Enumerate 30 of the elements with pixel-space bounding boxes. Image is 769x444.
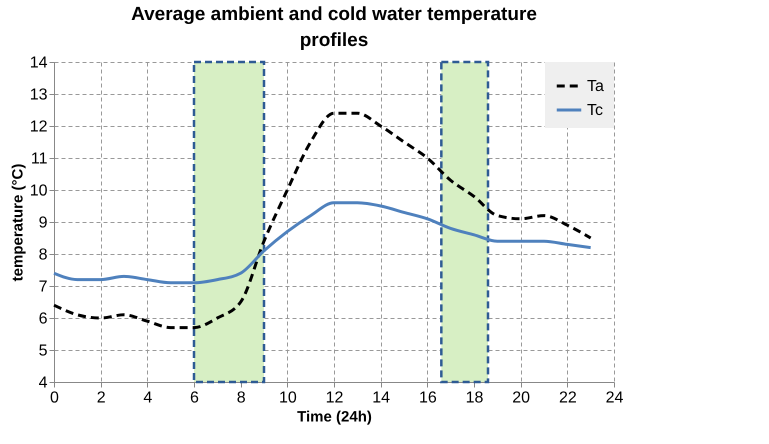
x-tick-label: 0 — [50, 390, 60, 406]
chart-title: Average ambient and cold water temperature profiles — [131, 4, 537, 51]
y-tick-label: 5 — [38, 342, 48, 360]
x-tick-label: 16 — [418, 390, 437, 406]
y-tick-label: 6 — [38, 310, 48, 328]
legend-label: Tc — [587, 102, 603, 119]
x-tick-label: 14 — [372, 390, 390, 406]
x-tick-label: 22 — [558, 390, 577, 406]
y-tick-label: 4 — [38, 374, 48, 392]
x-tick-label: 12 — [326, 390, 344, 406]
y-tick-label: 9 — [38, 214, 48, 232]
x-tick-label: 20 — [512, 390, 530, 406]
x-tick-label: 2 — [96, 390, 106, 406]
x-tick-label: 6 — [190, 390, 200, 406]
y-tick-label: 8 — [38, 246, 48, 264]
y-axis-title: temperature (°C) — [10, 164, 27, 282]
y-tick-label: 10 — [30, 182, 48, 200]
y-tick-label: 14 — [30, 54, 48, 72]
y-tick-label: 7 — [38, 278, 48, 296]
x-tick-label: 18 — [466, 390, 484, 406]
x-tick-label: 24 — [606, 390, 624, 406]
y-tick-label: 13 — [30, 86, 48, 104]
y-tick-label: 12 — [30, 118, 48, 136]
x-tick-label: 10 — [278, 390, 297, 406]
x-tick-label: 8 — [236, 390, 246, 406]
x-axis-title: Time (24h) — [297, 408, 372, 426]
line-series — [52, 201, 592, 284]
y-tick-label: 11 — [30, 150, 48, 168]
x-tick-label: 4 — [143, 390, 152, 406]
legend-label: Ta — [587, 78, 604, 95]
